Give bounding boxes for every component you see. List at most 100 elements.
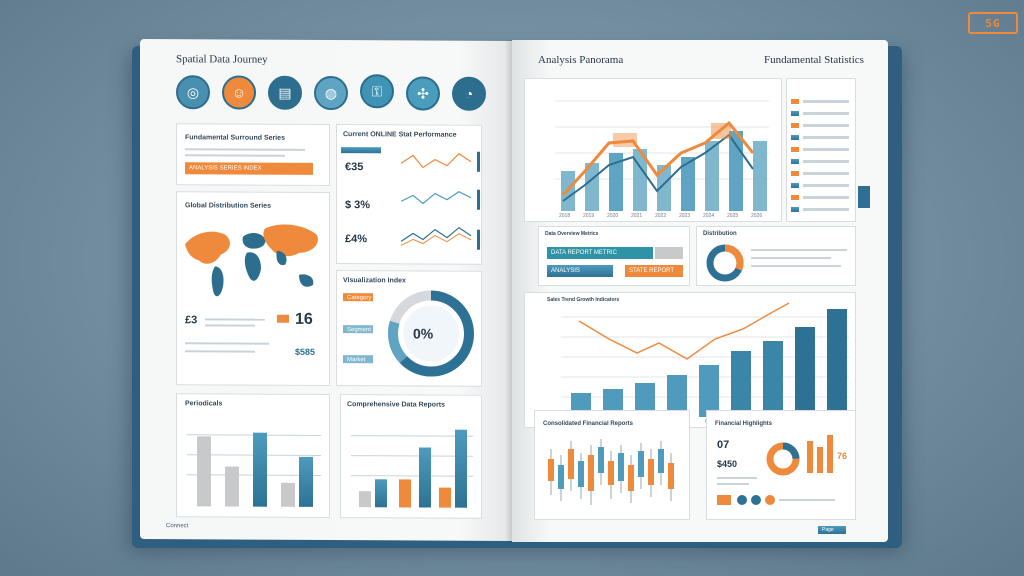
right-page-title-right: Fundamental Statistics: [764, 54, 864, 66]
highlight-value-c: 76: [837, 451, 848, 461]
donut-legend-1: Category: [343, 293, 373, 302]
lock-icon: ⚿: [360, 74, 394, 109]
highlight-donut: [766, 442, 800, 476]
legend-swatch-6: [791, 159, 799, 164]
performance-stat-3: £4%: [345, 233, 368, 246]
map-card: Global Distribution Series £3 16 $585: [176, 191, 330, 387]
right-page-title: Analysis Panorama: [538, 54, 624, 66]
metrics-bar-1: DATA REPORT METRIC: [547, 247, 653, 259]
top-chart-card: 2018 2019 2020 2021 2022 2023 2024 2025 …: [524, 78, 782, 222]
donut-card: Visualization Index Category Segment Mar…: [336, 270, 482, 387]
metrics-card: Data Overview Metrics DATA REPORT METRIC…: [538, 226, 690, 286]
server-icon: ▤: [268, 75, 302, 110]
summary-highlight: ANALYSIS SERIES INDEX: [185, 162, 313, 175]
map-stat-marker: [277, 314, 289, 323]
highlights-card-title: Financial Highlights: [715, 421, 773, 427]
legend-swatch-7: [791, 171, 799, 176]
highlight-dot-2: [751, 495, 761, 505]
top-tick-7: 2024: [703, 213, 715, 219]
reports-bar-5: [439, 487, 451, 508]
donut-center-value: 0%: [413, 325, 434, 342]
map-stat-right: 16: [295, 310, 313, 328]
donut-chart: [388, 290, 474, 377]
growth-chart: [561, 302, 849, 417]
highlight-chip-1: [717, 495, 731, 505]
left-page: Spatial Data Journey ◎ ☺ ▤ ◍ ⚿ ✣ ◔ Funda…: [140, 39, 512, 541]
legend-swatch-2: [791, 111, 799, 116]
map-stat-bottom: $585: [295, 346, 316, 357]
reports-bar-2: [375, 479, 387, 508]
right-page-footer-tab: Page: [818, 526, 846, 534]
periodicals-chart: [187, 414, 321, 507]
highlight-bar-3: [827, 435, 833, 473]
highlight-bar-1: [807, 441, 813, 473]
performance-card: Current ONLINE Stat Performance €35 $ 3%…: [336, 124, 482, 265]
network-icon: ✣: [406, 76, 440, 111]
periodicals-bar-3: [253, 432, 267, 507]
legend-swatch-1: [791, 99, 799, 104]
metrics-bar-3: STATE REPORT: [625, 265, 683, 277]
legend-swatch-4: [791, 135, 799, 140]
reports-card: Comprehensive Data Reports: [340, 394, 482, 519]
performance-sparklines: [401, 151, 480, 250]
growth-card: Sales Trend Growth Indicators Q1 Q2 Q3 Q…: [524, 292, 856, 428]
legend-swatch-10: [791, 207, 799, 212]
candlestick-chart: [548, 439, 674, 505]
distribution-card-title: Distribution: [703, 231, 737, 237]
page-edge-tab: [858, 186, 870, 208]
growth-card-title: Sales Trend Growth Indicators: [547, 297, 620, 303]
reports-bar-3: [399, 479, 411, 508]
periodicals-bar-5: [299, 456, 313, 507]
user-icon: ☺: [222, 75, 256, 110]
distribution-card: Distribution: [696, 226, 856, 286]
metrics-bar-1-rest: [655, 247, 683, 259]
legend-swatch-3: [791, 123, 799, 128]
metrics-card-title: Data Overview Metrics: [545, 231, 599, 237]
reports-bar-6: [455, 429, 467, 508]
highlight-bar-2: [817, 447, 823, 473]
donut-card-title: Visualization Index: [343, 277, 406, 285]
reports-bar-4: [419, 447, 431, 508]
map-card-title: Global Distribution Series: [185, 202, 271, 210]
summary-card-title: Fundamental Surround Series: [185, 134, 285, 142]
performance-stat-2: $ 3%: [345, 199, 371, 212]
chart-icon: ◔: [452, 76, 486, 111]
top-tick-5: 2022: [655, 213, 667, 219]
distribution-donut: [706, 244, 744, 282]
highlight-value-b: $450: [717, 459, 738, 469]
legend-swatch-5: [791, 147, 799, 152]
reports-chart: [351, 415, 473, 508]
reports-bar-1: [359, 491, 371, 508]
top-tick-1: 2018: [559, 213, 571, 219]
highlight-dot-3: [765, 495, 775, 505]
top-tick-4: 2021: [631, 213, 643, 219]
summary-card: Fundamental Surround Series ANALYSIS SER…: [176, 123, 330, 187]
left-page-footer: Connect: [166, 523, 189, 530]
top-tick-8: 2025: [727, 213, 739, 219]
world-map: [185, 224, 318, 297]
candles-card: Consolidated Financial Reports: [534, 410, 690, 520]
periodicals-bar-1: [197, 436, 211, 507]
highlight-dot-1: [737, 495, 747, 505]
donut-legend-3: Market: [343, 355, 373, 364]
top-tick-9: 2026: [751, 213, 763, 219]
candles-card-title: Consolidated Financial Reports: [543, 421, 634, 427]
top-combo-chart: [555, 100, 769, 211]
metrics-bar-2: ANALYSIS: [547, 265, 613, 277]
target-icon: ◎: [176, 75, 210, 110]
top-tick-3: 2020: [607, 213, 619, 219]
legend-swatch-9: [791, 195, 799, 200]
top-tick-2: 2019: [583, 213, 595, 219]
donut-legend-2: Segment: [343, 325, 373, 334]
performance-card-title: Current ONLINE Stat Performance: [343, 131, 457, 139]
legend-card: [786, 78, 856, 222]
performance-stat-1: €35: [345, 161, 364, 174]
map-stat-left: £3: [185, 314, 198, 327]
performance-stat-bar: [341, 147, 381, 154]
top-tick-6: 2023: [679, 213, 691, 219]
globe-icon: ◍: [314, 75, 348, 111]
periodicals-bar-4: [281, 482, 295, 507]
periodicals-bar-2: [225, 466, 239, 507]
right-page: Analysis Panorama Fundamental Statistics…: [512, 40, 888, 542]
periodicals-card: Periodicals: [176, 393, 330, 519]
